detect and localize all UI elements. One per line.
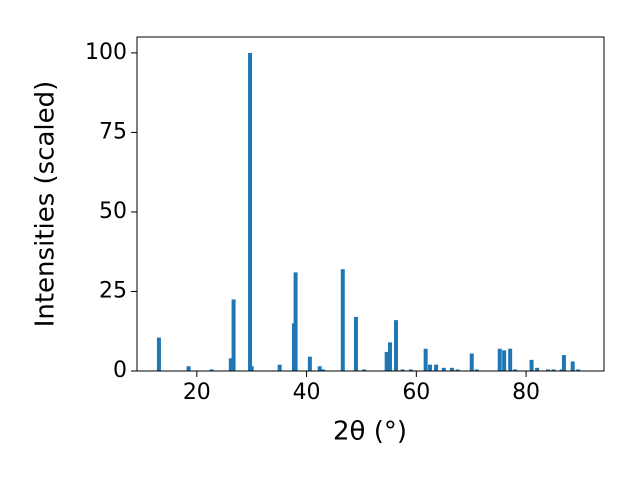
bar (513, 369, 518, 371)
bar (434, 364, 439, 371)
bar (387, 342, 392, 371)
bar (508, 348, 513, 371)
bar (561, 355, 566, 371)
bar (209, 369, 214, 371)
bar (307, 356, 312, 371)
bar (469, 353, 474, 371)
bar (186, 366, 191, 371)
plot-frame (136, 36, 605, 372)
bar (384, 351, 389, 371)
x-tick-label: 20 (183, 380, 211, 405)
y-tick-label: 100 (85, 40, 127, 65)
bar (408, 369, 413, 371)
bar (441, 367, 446, 371)
bar (449, 367, 454, 371)
bar (277, 364, 282, 371)
bar (228, 358, 233, 371)
y-tick-label: 0 (113, 358, 127, 383)
x-axis-label: 2θ (°) (333, 417, 407, 447)
bar (293, 272, 298, 371)
bar (497, 348, 502, 371)
bar (570, 361, 575, 371)
y-tick-label: 25 (99, 278, 127, 303)
bar (340, 269, 345, 371)
bar (394, 320, 399, 371)
bar (362, 369, 367, 371)
bar (535, 367, 540, 371)
bar (400, 369, 405, 371)
bar (248, 52, 253, 372)
bar (551, 369, 556, 371)
bar (423, 348, 428, 371)
x-tick-label: 80 (512, 380, 540, 405)
y-axis-label: Intensities (scaled) (31, 81, 61, 328)
bar (353, 316, 358, 371)
bar (321, 369, 326, 371)
bar (576, 369, 581, 371)
y-tick-label: 50 (99, 199, 127, 224)
bar (249, 366, 254, 371)
x-tick-label: 40 (293, 380, 321, 405)
bar (317, 366, 322, 371)
y-tick-label: 75 (99, 119, 127, 144)
bar (455, 369, 460, 371)
bar (156, 337, 161, 371)
x-tick-label: 60 (402, 380, 430, 405)
bar (559, 369, 564, 371)
bar (502, 350, 507, 371)
bar (231, 299, 236, 371)
bar (529, 359, 534, 371)
bar (428, 364, 433, 371)
bar (546, 369, 551, 371)
bar (474, 369, 479, 371)
